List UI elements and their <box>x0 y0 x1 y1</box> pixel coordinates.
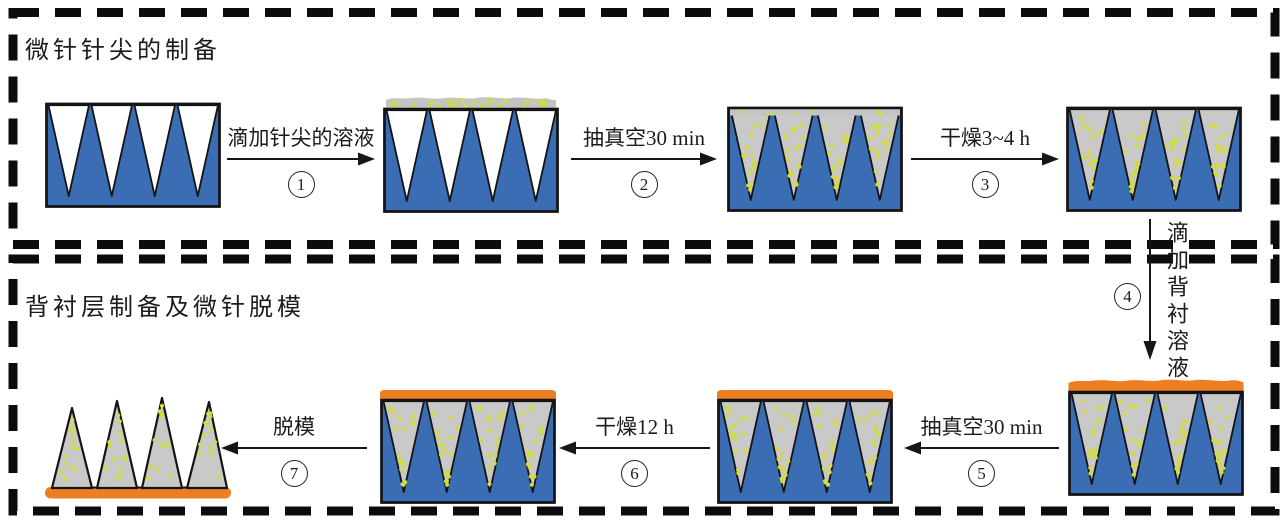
mold-backing-solution-on-top-illustration <box>1068 379 1244 496</box>
step-1-number-badge: 1 <box>287 171 315 198</box>
step-2-number-badge: 2 <box>630 171 658 198</box>
step-1-label: 滴加针尖的溶液 <box>227 126 375 150</box>
right-arrow-icon <box>227 152 375 166</box>
step-7-demolding: 脱模 7 <box>220 414 368 487</box>
step-3-label: 干燥3~4 h <box>939 126 1031 150</box>
mold-backing-layer-dried-illustration <box>380 390 556 504</box>
mold-backing-layer-flattened-illustration <box>717 390 893 504</box>
empty-mold-illustration <box>45 102 221 208</box>
step-7-number-badge: 7 <box>280 460 308 487</box>
section-title-backing-demolding: 背衬层制备及微针脱模 <box>25 295 305 321</box>
mold-tip-solution-on-surface-illustration <box>383 97 559 213</box>
step-2-label: 抽真空30 min <box>583 126 705 150</box>
left-arrow-icon <box>904 441 1059 455</box>
step-3-dry-3-4h: 干燥3~4 h 3 <box>910 125 1060 198</box>
down-arrow-icon <box>1143 219 1157 360</box>
step-6-dry-12h: 干燥12 h 6 <box>558 414 711 487</box>
step-7-label: 脱模 <box>273 415 315 439</box>
section-title-tip-preparation: 微针针尖的制备 <box>25 38 221 64</box>
tip-section-border <box>8 8 1280 249</box>
mold-cavities-filled-dried-illustration <box>1066 106 1242 212</box>
left-arrow-icon <box>559 441 710 455</box>
right-arrow-icon <box>571 152 717 166</box>
step-1-drop-tip-solution: 滴加针尖的溶液 1 <box>226 125 376 198</box>
left-arrow-icon <box>221 441 367 455</box>
step-4-label: 滴加背衬溶液 <box>1164 221 1189 383</box>
backing-section-border <box>8 254 1280 516</box>
mold-cavities-filled-with-surface-layer-illustration <box>727 106 903 212</box>
demolded-microneedle-patch-illustration <box>45 396 231 499</box>
step-3-number-badge: 3 <box>971 171 999 198</box>
step-5-vacuum-30min: 抽真空30 min 5 <box>903 414 1060 487</box>
right-arrow-icon <box>911 152 1059 166</box>
step-5-number-badge: 5 <box>968 460 995 487</box>
step-5-label: 抽真空30 min <box>920 415 1043 439</box>
step-6-number-badge: 6 <box>621 460 648 487</box>
step-6-label: 干燥12 h <box>595 415 674 439</box>
step-2-vacuum-30min: 抽真空30 min 2 <box>570 125 718 198</box>
step-4-number-badge: 4 <box>1114 283 1141 310</box>
